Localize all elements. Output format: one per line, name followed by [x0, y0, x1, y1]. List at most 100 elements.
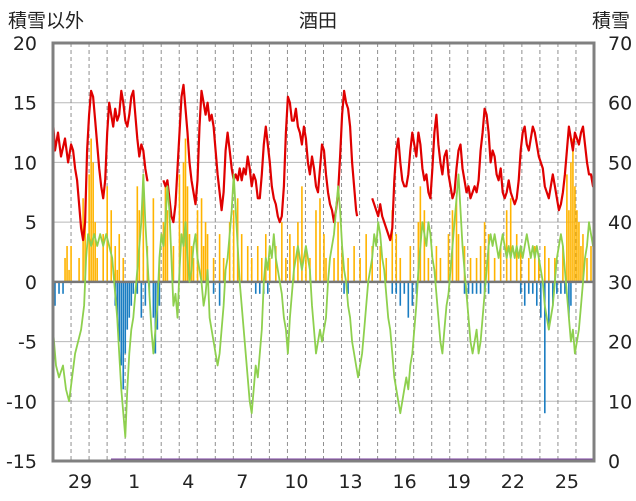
precip-bar — [152, 198, 155, 282]
precip-bar — [527, 257, 530, 282]
snowfall-bar — [140, 281, 143, 318]
precip-bar — [487, 234, 490, 282]
snowfall-bar — [570, 281, 572, 306]
snowfall-bar — [564, 281, 566, 294]
left-y-axis: 20 15 10 5 0 -5 -10 -15 — [6, 33, 37, 473]
snowfall-bar — [130, 281, 133, 306]
left-tick-label: 20 — [13, 33, 37, 55]
left-tick-label: 10 — [13, 152, 37, 174]
precip-bar — [353, 246, 355, 282]
precip-bar — [172, 246, 175, 282]
precip-bar — [164, 186, 167, 282]
precip-bar — [479, 246, 482, 282]
right-tick-label: 20 — [608, 332, 632, 354]
right-y-axis: 70 60 50 40 30 20 10 0 — [608, 33, 632, 473]
snowfall-bar — [544, 281, 546, 414]
precip-bar — [110, 210, 113, 282]
precip-bar — [222, 257, 225, 282]
precip-bar — [293, 246, 295, 282]
precip-bar — [519, 246, 522, 282]
precip-bar — [391, 210, 394, 282]
precip-bar — [582, 234, 584, 282]
plot-frame — [51, 41, 596, 463]
snowfall-bar — [411, 281, 414, 306]
right-tick-label: 70 — [608, 33, 632, 55]
snowfall-bar — [399, 281, 402, 306]
precip-bar — [202, 246, 205, 282]
precip-bar — [269, 257, 271, 282]
precip-bar — [301, 186, 303, 282]
snowfall-bar — [467, 281, 470, 294]
precip-bar — [96, 257, 98, 282]
precip-bar — [439, 257, 442, 282]
left-axis-title: 積雪以外 — [8, 10, 84, 32]
precip-bar — [297, 222, 299, 282]
precip-bar — [423, 210, 426, 282]
snowfall-bar — [154, 281, 157, 354]
snowfall-bar — [540, 281, 542, 318]
precip-bar — [574, 186, 576, 282]
precip-bar — [90, 138, 92, 282]
precip-bar — [102, 234, 104, 282]
snowfall-bar — [122, 281, 125, 390]
precip-bar — [385, 257, 388, 282]
precip-bar — [305, 246, 307, 282]
snowfall-bar — [407, 281, 410, 318]
right-tick-label: 0 — [608, 451, 620, 473]
precip-bar — [232, 210, 235, 282]
snowfall-bar — [124, 281, 127, 354]
precip-bar — [427, 257, 430, 282]
snowfall-bar — [523, 281, 526, 306]
precip-bar — [515, 234, 518, 282]
x-tick-label: 25 — [555, 471, 579, 493]
precip-bar — [188, 234, 191, 282]
precip-bar — [365, 234, 367, 282]
chart-title: 酒田 — [299, 10, 337, 32]
right-tick-label: 50 — [608, 152, 632, 174]
snowfall-bar — [58, 281, 60, 294]
snowfall-bar — [391, 281, 394, 294]
snowfall-bar — [487, 281, 490, 294]
snowfall-bar — [519, 281, 522, 294]
right-tick-label: 60 — [608, 93, 632, 115]
precip-bar — [395, 234, 398, 282]
precip-bar — [240, 234, 243, 282]
x-tick-label: 29 — [68, 471, 92, 493]
precip-bar — [106, 186, 109, 282]
precip-bar — [359, 257, 361, 282]
precip-bar — [68, 269, 70, 282]
precip-bar — [419, 186, 422, 282]
x-tick-label: 4 — [182, 471, 194, 493]
precip-bar — [122, 257, 125, 282]
precip-bar — [92, 162, 94, 282]
snowfall-bar — [527, 281, 530, 294]
snowfall-bar — [54, 281, 56, 306]
snowfall-bar — [556, 281, 558, 294]
snowfall-bar — [535, 281, 538, 306]
precip-bar — [200, 198, 203, 282]
precip-bar — [590, 246, 592, 282]
right-tick-label: 10 — [608, 391, 632, 413]
snowfall-bar — [118, 281, 121, 342]
precip-bar — [289, 234, 291, 282]
precip-bar — [94, 222, 96, 282]
precip-bar — [142, 174, 145, 282]
precip-bar — [572, 138, 574, 282]
precip-bar — [281, 222, 283, 282]
precip-bar — [323, 234, 325, 282]
snowfall-bar — [403, 281, 406, 294]
x-axis: 29 1 4 7 10 13 16 19 22 25 — [68, 471, 579, 493]
precip-bar — [570, 162, 572, 282]
precip-bar — [475, 257, 478, 282]
precip-bar — [533, 246, 536, 282]
precip-bar — [399, 257, 402, 282]
precip-bar — [84, 222, 86, 282]
precip-bar — [250, 257, 253, 282]
snowfall-bar — [266, 281, 269, 294]
precip-bar — [493, 257, 496, 282]
left-tick-label: -10 — [6, 391, 37, 413]
precip-bar — [212, 257, 215, 282]
precip-bar — [341, 246, 343, 282]
x-tick-label: 7 — [236, 471, 248, 493]
